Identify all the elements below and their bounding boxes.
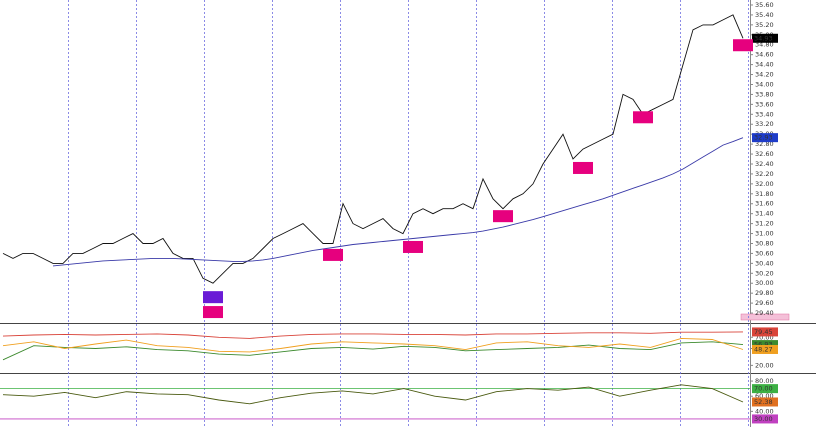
y-tick-label: 34.60 (755, 51, 774, 59)
y-tick-label: 32.60 (755, 150, 774, 158)
last-value-label: 32.93 (754, 134, 773, 142)
last-value-badge (752, 327, 778, 337)
y-tick-label: 34.40 (755, 61, 774, 69)
y-tick-label: 32.40 (755, 160, 774, 168)
level-badge-label: 30.00 (754, 415, 773, 423)
y-tick-label: 31.20 (755, 220, 774, 228)
level-badge-label: 70.00 (754, 385, 773, 393)
y-tick-label: 60.00 (755, 392, 774, 400)
y-tick-label: 80.00 (755, 377, 774, 385)
signal-marker (633, 111, 653, 124)
y-tick-label: 31.00 (755, 230, 774, 238)
signal-marker (403, 240, 423, 253)
y-tick-label: 30.60 (755, 249, 774, 257)
y-tick-label: 30.20 (755, 269, 774, 277)
y-tick-label: 33.60 (755, 100, 774, 108)
y-tick-label: 35.60 (755, 1, 774, 9)
last-value-label: 52.38 (754, 398, 773, 406)
y-tick-label: 34.20 (755, 71, 774, 79)
series-line (2, 337, 744, 353)
signal-marker (323, 248, 343, 261)
y-tick-label: 31.40 (755, 210, 774, 218)
y-tick-label: 40.00 (755, 407, 774, 415)
y-tick-label: 34.80 (755, 41, 774, 49)
last-value-badge (752, 33, 778, 43)
y-tick-label: 34.00 (755, 80, 774, 88)
level-badge (752, 414, 778, 424)
signal-marker (203, 306, 223, 319)
y-tick-label: 30.80 (755, 239, 774, 247)
y-tick-label: 30.00 (755, 279, 774, 287)
last-value-label: 79.45 (754, 328, 773, 336)
y-tick-label: 35.20 (755, 21, 774, 29)
series-line (2, 384, 744, 405)
series-line (2, 331, 744, 339)
y-tick-label: 29.80 (755, 289, 774, 297)
y-tick-label: 29.40 (755, 309, 774, 317)
y-tick-label: 20.00 (755, 361, 774, 369)
signal-marker (493, 210, 513, 223)
signal-marker (733, 39, 753, 52)
last-value-badge (752, 340, 778, 350)
y-tick-label: 29.60 (755, 299, 774, 307)
signal-marker (573, 161, 593, 174)
y-tick-label: 30.40 (755, 259, 774, 267)
y-tick-label: 35.40 (755, 11, 774, 19)
last-value-badge (752, 344, 778, 354)
last-value-badge (752, 397, 778, 407)
y-tick-label: 33.20 (755, 120, 774, 128)
y-tick-label: 70.00 (755, 333, 774, 341)
signal-marker (203, 291, 223, 304)
scroll-indicator (740, 313, 790, 321)
series-line (2, 341, 744, 361)
y-tick-label: 31.80 (755, 190, 774, 198)
y-tick-label: 32.00 (755, 180, 774, 188)
last-value-label: 34.93 (754, 34, 773, 42)
y-tick-label: 32.80 (755, 140, 774, 148)
y-tick-label: 31.60 (755, 200, 774, 208)
y-tick-label: 33.80 (755, 90, 774, 98)
last-value-badge (752, 133, 778, 143)
y-tick-label: 32.20 (755, 170, 774, 178)
level-badge (752, 384, 778, 394)
series-line (2, 14, 744, 284)
last-value-label: 48.27 (754, 345, 773, 353)
series-line (52, 137, 744, 267)
last-value-label: 56.93 (754, 341, 773, 349)
y-tick-label: 33.40 (755, 110, 774, 118)
